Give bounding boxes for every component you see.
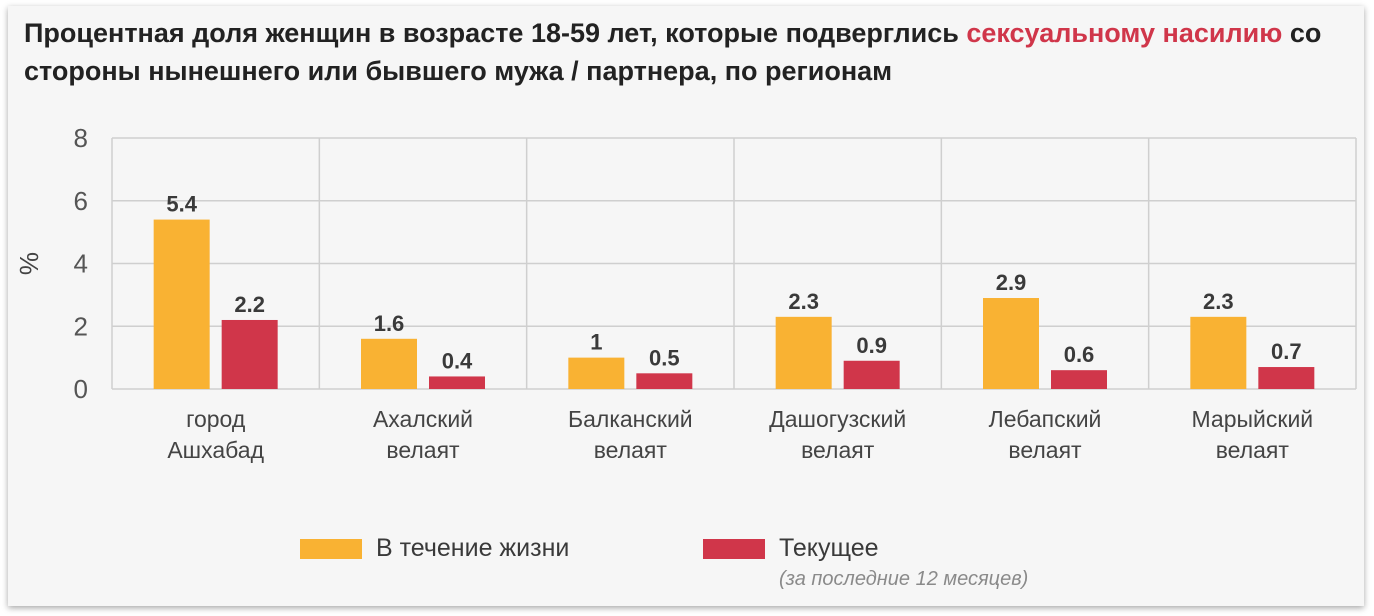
title-part-1: Процентная доля женщин в возрасте 18-59 … bbox=[24, 18, 967, 48]
bar-lifetime bbox=[775, 316, 832, 389]
y-tick-label: 0 bbox=[74, 374, 88, 404]
bar-lifetime bbox=[153, 219, 210, 389]
x-category-label: велаят bbox=[801, 437, 875, 463]
x-category-label: велаят bbox=[1216, 437, 1290, 463]
x-category-label: велаят bbox=[386, 437, 460, 463]
bar-current bbox=[843, 360, 900, 389]
x-category-label: Дашогузский bbox=[769, 406, 906, 432]
legend-note-current: (за последние 12 месяцев) bbox=[779, 568, 1029, 590]
x-category-label: Лебапский bbox=[989, 406, 1102, 432]
bar-value-label: 1 bbox=[590, 330, 602, 355]
x-category-label: Ахалский bbox=[373, 406, 473, 432]
chart-card: Процентная доля женщин в возрасте 18-59 … bbox=[8, 6, 1364, 606]
title-accent: сексуальному насилию bbox=[966, 18, 1283, 48]
title-part-2: со стороны нынешнего или бывшего мужа / … bbox=[24, 18, 1322, 86]
bar-lifetime bbox=[361, 338, 417, 389]
y-axis-label: % bbox=[14, 252, 44, 275]
bar-lifetime bbox=[983, 298, 1039, 389]
y-tick-label: 6 bbox=[74, 186, 88, 216]
bar-value-label: 0.7 bbox=[1271, 339, 1302, 364]
bar-lifetime bbox=[1190, 316, 1247, 389]
y-tick-label: 2 bbox=[74, 311, 88, 341]
bar-current bbox=[1258, 367, 1315, 389]
x-category-label: город bbox=[186, 406, 246, 432]
legend-swatch-current bbox=[703, 539, 765, 559]
bar-value-label: 2.9 bbox=[996, 270, 1027, 295]
bar-current bbox=[1051, 370, 1107, 389]
bar-current bbox=[636, 373, 693, 389]
bar-value-label: 1.6 bbox=[374, 311, 405, 336]
legend-swatch-lifetime bbox=[300, 539, 362, 559]
x-category-label: велаят bbox=[594, 437, 668, 463]
bar-value-label: 2.3 bbox=[1203, 289, 1234, 314]
legend-label-lifetime: В течение жизни bbox=[376, 534, 570, 562]
x-category-label: Ашхабад bbox=[167, 437, 264, 463]
legend-label-current: Текущее bbox=[779, 534, 879, 562]
chart-title: Процентная доля женщин в возрасте 18-59 … bbox=[24, 14, 1344, 90]
bar-value-label: 0.5 bbox=[649, 345, 680, 370]
bar-current bbox=[221, 319, 278, 389]
x-category-label: Марыйский bbox=[1192, 406, 1314, 432]
bar-value-label: 2.3 bbox=[788, 289, 819, 314]
bar-value-label: 2.2 bbox=[234, 292, 265, 317]
bar-value-label: 5.4 bbox=[166, 192, 197, 217]
bar-value-label: 0.9 bbox=[856, 333, 887, 358]
x-category-label: Балканский bbox=[568, 406, 693, 432]
bar-current bbox=[429, 376, 485, 389]
y-tick-label: 8 bbox=[74, 123, 88, 153]
y-tick-label: 4 bbox=[74, 249, 88, 279]
bar-value-label: 0.4 bbox=[442, 348, 473, 373]
x-category-label: велаят bbox=[1008, 437, 1082, 463]
bar-lifetime bbox=[568, 357, 625, 389]
bar-chart: 0 2 4 6 8% 5.4 2.2 город Ашхабад 1.6 0.4 Ахалский ве… bbox=[14, 123, 1357, 463]
bar-value-label: 0.6 bbox=[1064, 342, 1095, 367]
